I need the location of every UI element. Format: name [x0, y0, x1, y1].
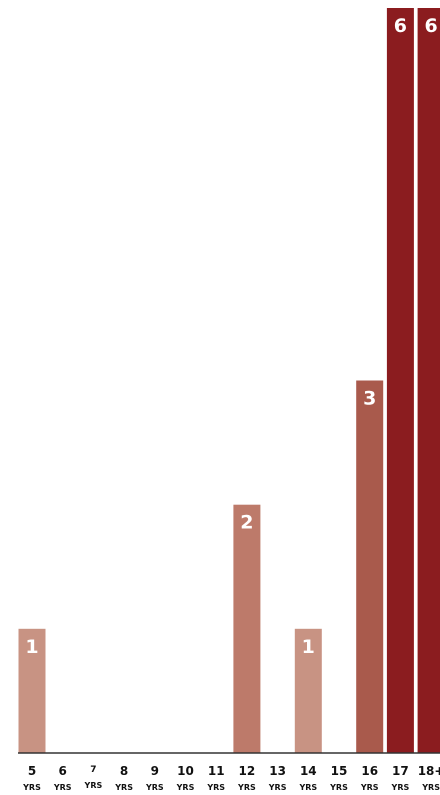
x-tick-unit-5: YRS [22, 783, 41, 792]
x-tick-unit-12: YRS [237, 783, 256, 792]
x-tick-unit-8: YRS [114, 783, 133, 792]
x-tick-unit-17: YRS [391, 783, 410, 792]
bar-value-label-17: 6 [394, 15, 407, 37]
x-tick-unit-16: YRS [360, 783, 379, 792]
x-tick-label-5: 5 [28, 764, 36, 778]
bar-labels-group: 1 2 1 3 6 6 [25, 15, 437, 658]
x-tick-unit-13: YRS [268, 783, 287, 792]
bar-value-label-16: 3 [363, 388, 376, 410]
x-tick-label-15: 15 [331, 764, 348, 778]
x-tick-label-9: 9 [151, 764, 159, 778]
x-tick-unit-10: YRS [176, 783, 195, 792]
x-axis-ticks-group: 5 YRS 6 YRS 7 YRS 8 YRS 9 YRS 10 YRS 11 YRS 12 YRS 13 YRS… [22, 764, 440, 792]
x-tick-label-6: 6 [59, 764, 67, 778]
bars-group [18, 8, 440, 753]
x-tick-unit-6: YRS [53, 783, 72, 792]
x-tick-unit-14: YRS [298, 783, 317, 792]
x-tick-label-7: 7 [90, 765, 96, 775]
x-tick-unit-18plus: YRS [421, 783, 440, 792]
bar-value-label-14: 1 [302, 636, 315, 658]
x-tick-label-13: 13 [269, 764, 286, 778]
bar-value-label-18plus: 6 [424, 15, 437, 37]
bar-16 [356, 380, 384, 753]
bar-17 [386, 8, 414, 753]
x-tick-label-14: 14 [300, 764, 317, 778]
bar-14 [294, 628, 322, 753]
x-tick-label-16: 16 [361, 764, 378, 778]
bar-18plus [417, 8, 440, 753]
bar-5 [18, 628, 46, 753]
bar-value-label-12: 2 [240, 512, 253, 534]
x-tick-unit-11: YRS [206, 783, 225, 792]
x-tick-label-17: 17 [392, 764, 409, 778]
bar-value-label-5: 1 [25, 636, 38, 658]
x-tick-unit-9: YRS [145, 783, 164, 792]
x-tick-label-10: 10 [177, 764, 194, 778]
x-tick-unit-15: YRS [329, 783, 348, 792]
x-tick-label-12: 12 [239, 764, 256, 778]
bar-12 [233, 504, 261, 753]
x-tick-label-18plus: 18+ [418, 764, 440, 778]
x-tick-label-11: 11 [208, 764, 225, 778]
x-tick-unit-7: YRS [84, 781, 103, 790]
x-tick-label-8: 8 [120, 764, 128, 778]
